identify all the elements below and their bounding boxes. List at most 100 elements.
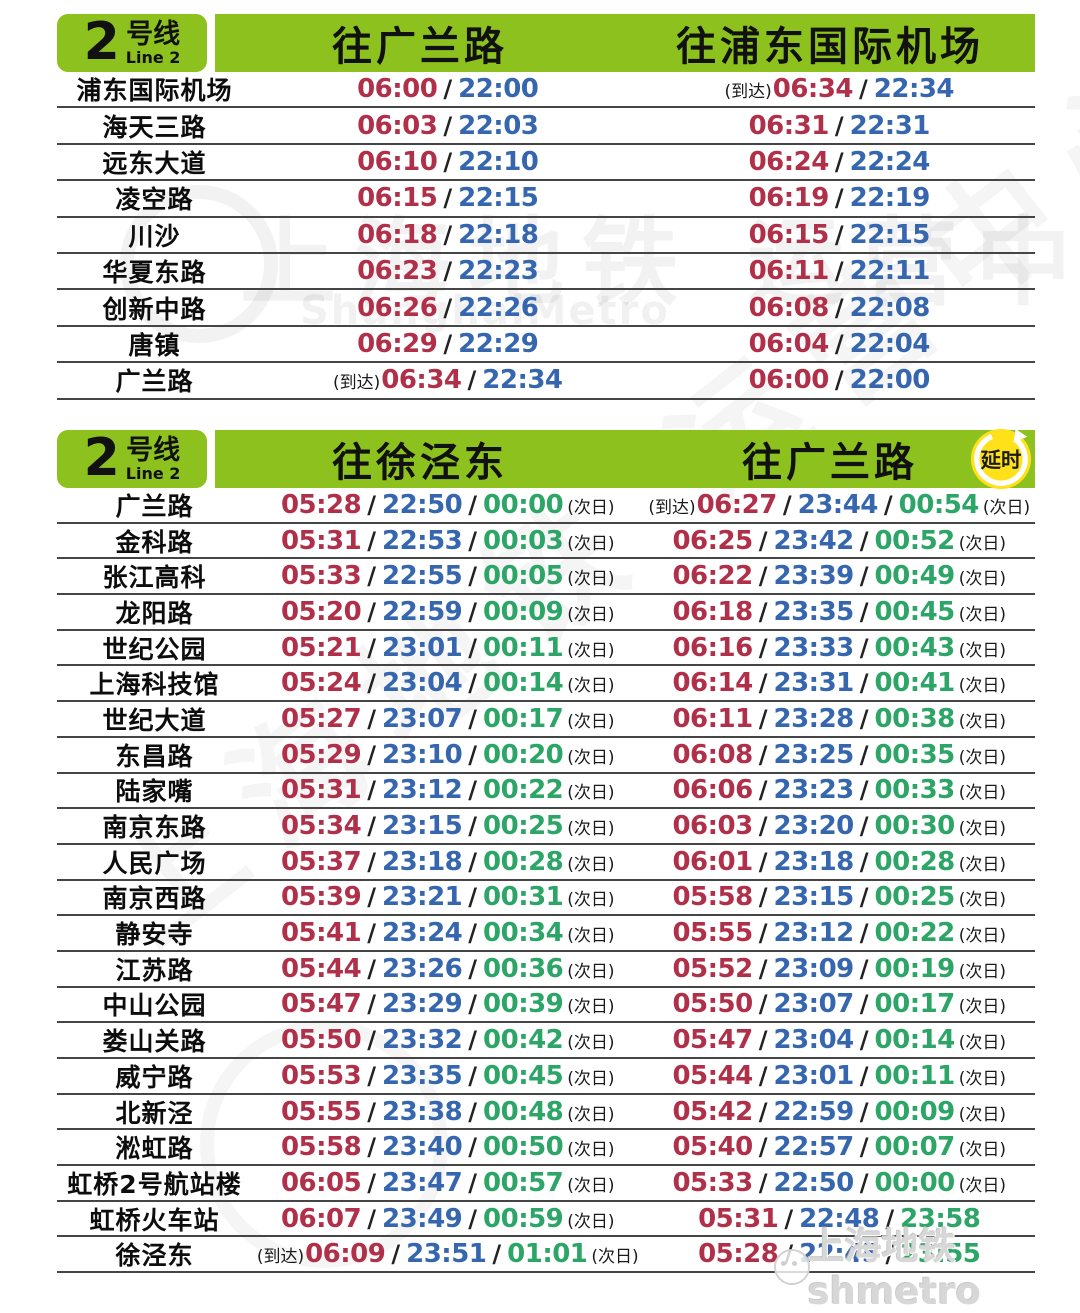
time-separator: / xyxy=(758,633,768,662)
table-row: 世纪大道 05:27/23:07/00:17 (次日) 06:11/23:28/00:… xyxy=(57,702,1035,738)
first-train-time: 05:20 xyxy=(280,596,362,627)
table-row: 陆家嘴 05:31/23:12/00:22 (次日) 06:06/23:23/00:3… xyxy=(57,774,1035,810)
extra-train-time: 00:52 xyxy=(874,525,956,556)
first-train-time: 06:05 xyxy=(280,1167,362,1198)
time-separator: / xyxy=(758,597,768,626)
direction-b-times-cell: (到达)06:34/22:34 xyxy=(644,74,1036,104)
time-separator: / xyxy=(859,954,869,983)
table-row: 江苏路 05:44/23:26/00:36 (次日) 05:52/23:09/00:1… xyxy=(57,952,1035,988)
station-name: 江苏路 xyxy=(115,955,194,985)
time-separator: / xyxy=(468,847,478,876)
next-day-label: (次日) xyxy=(958,1068,1007,1089)
direction-a-times-cell: 06:29/22:29 xyxy=(252,329,644,359)
time-separator: / xyxy=(859,1133,869,1162)
direction-b-times-cell: 05:55/23:12/00:22 (次日) xyxy=(644,918,1036,948)
table-row: 创新中路 06:26/22:26 06:08/22:08 xyxy=(57,290,1035,327)
table2-header-bar: 往徐泾东 往广兰路 延时 xyxy=(215,428,1035,490)
station-name: 静安寺 xyxy=(115,920,194,950)
last-train-time: 22:18 xyxy=(458,219,539,250)
direction-a-times-cell: 05:39/23:21/00:31 (次日) xyxy=(252,882,644,912)
first-train-time: 05:52 xyxy=(672,953,753,984)
time-separator: / xyxy=(859,1061,869,1090)
next-day-label: (次日) xyxy=(567,533,615,554)
table1-header: 2 号线 Line 2 往广兰路 往浦东国际机场 xyxy=(57,14,1035,72)
line-name-en: Line 2 xyxy=(125,47,181,67)
time-separator: / xyxy=(367,776,376,805)
first-train-time: 05:39 xyxy=(280,882,362,913)
last-train-time: 23:01 xyxy=(773,1060,854,1091)
time-separator: / xyxy=(443,111,453,140)
table-row: 金科路 05:31/22:53/00:03 (次日) 06:25/23:42/00:5… xyxy=(57,524,1035,560)
time-separator: / xyxy=(367,990,376,1019)
time-separator: / xyxy=(443,75,453,104)
first-train-time: 06:18 xyxy=(357,219,438,250)
time-separator: / xyxy=(834,293,844,322)
station-name: 虹桥火车站 xyxy=(89,1205,220,1235)
last-train-time: 23:38 xyxy=(381,1096,463,1127)
time-separator: / xyxy=(859,776,869,805)
next-day-label: (次日) xyxy=(567,1211,615,1232)
extra-train-time: 00:03 xyxy=(483,525,564,556)
time-separator: / xyxy=(859,1097,869,1126)
time-separator: / xyxy=(758,562,768,591)
direction-to-guanglan-road: 往广兰路 xyxy=(332,24,508,70)
extra-train-time: 00:54 xyxy=(898,489,980,520)
next-day-label: (次日) xyxy=(958,783,1007,804)
arrival-label: (到达) xyxy=(648,497,696,518)
last-train-time: 22:31 xyxy=(849,110,931,141)
first-train-time: 06:31 xyxy=(748,110,830,141)
delay-service-icon: 延时 xyxy=(970,428,1032,490)
last-train-time: 22:26 xyxy=(458,292,539,323)
last-train-time: 22:24 xyxy=(849,146,931,177)
time-separator: / xyxy=(468,1204,478,1233)
direction-b-times-cell: 06:04/22:04 xyxy=(644,329,1036,359)
time-separator: / xyxy=(885,1204,895,1233)
last-train-time: 23:44 xyxy=(797,489,879,520)
time-separator: / xyxy=(367,740,376,769)
last-train-time: 23:15 xyxy=(773,882,854,913)
first-train-time: 06:10 xyxy=(357,146,438,177)
time-separator: / xyxy=(468,597,478,626)
first-train-time: 06:24 xyxy=(748,146,830,177)
direction-a-times-cell: 05:44/23:26/00:36 (次日) xyxy=(252,954,644,984)
table-row: 华夏东路 06:23/22:23 06:11/22:11 xyxy=(57,254,1035,291)
direction-a-times-cell: 05:29/23:10/00:20 (次日) xyxy=(252,740,644,770)
next-day-label: (次日) xyxy=(567,890,615,911)
direction-b-times-cell: 06:08/23:25/00:35 (次日) xyxy=(644,740,1036,770)
time-separator: / xyxy=(468,1026,478,1055)
last-train-time: 22:57 xyxy=(773,1132,854,1163)
table-row: 浦东国际机场 06:00/22:00 (到达)06:34/22:34 xyxy=(57,72,1036,109)
direction-a-times-cell: 06:23/22:23 xyxy=(252,256,644,286)
first-train-time: 05:47 xyxy=(280,989,362,1020)
time-separator: / xyxy=(468,812,478,841)
direction-a-times-cell: 06:26/22:26 xyxy=(252,293,644,323)
direction-b-times-cell: 06:00/22:00 xyxy=(644,365,1036,395)
first-train-time: 06:25 xyxy=(672,525,753,556)
next-day-label: (次日) xyxy=(567,676,615,697)
last-train-time: 22:04 xyxy=(849,328,931,359)
time-separator: / xyxy=(468,490,478,519)
direction-a-times-cell: 05:58/23:40/00:50 (次日) xyxy=(252,1132,644,1162)
station-name: 川沙 xyxy=(128,221,181,251)
direction-a-times-cell: 06:05/23:47/00:57 (次日) xyxy=(252,1168,644,1198)
time-separator: / xyxy=(834,366,844,395)
extra-train-time: 00:59 xyxy=(483,1203,564,1234)
time-separator: / xyxy=(758,1168,768,1197)
direction-to-pudong-airport: 往浦东国际机场 xyxy=(676,24,984,70)
direction-b-times-cell: 05:52/23:09/00:19 (次日) xyxy=(644,954,1036,984)
time-separator: / xyxy=(443,329,453,358)
station-name: 唐镇 xyxy=(128,330,181,360)
station-name: 金科路 xyxy=(115,527,194,557)
table-row: 广兰路 05:28/22:50/00:00 (次日) (到达)06:27/23:44/… xyxy=(57,488,1035,524)
direction-b-times-cell: 06:18/23:35/00:45 (次日) xyxy=(644,597,1036,627)
next-day-label: (次日) xyxy=(567,1104,615,1125)
time-separator: / xyxy=(468,919,478,948)
time-separator: / xyxy=(758,704,768,733)
first-train-time: 05:55 xyxy=(280,1096,362,1127)
time-separator: / xyxy=(859,669,869,698)
station-name: 虹桥2号航站楼 xyxy=(67,1169,242,1199)
time-separator: / xyxy=(468,633,478,662)
time-separator: / xyxy=(367,847,376,876)
table2-rows: 广兰路 05:28/22:50/00:00 (次日) (到达)06:27/23:44/… xyxy=(57,488,1036,1274)
next-day-label: (次日) xyxy=(958,854,1007,875)
